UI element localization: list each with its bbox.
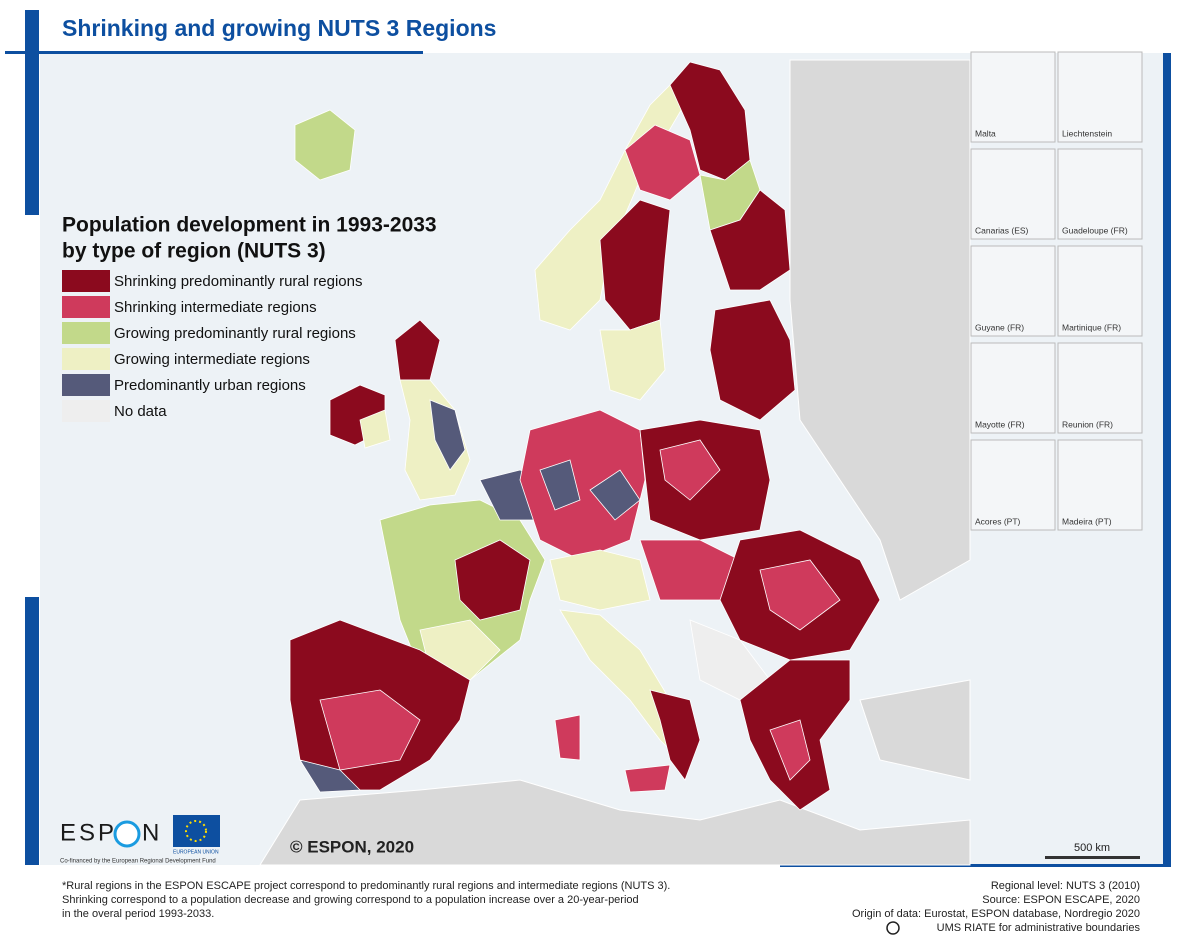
cc-icon (887, 922, 899, 934)
source: UMS RIATE for administrative boundaries (937, 922, 1141, 934)
legend-swatch (62, 400, 110, 422)
source: Source: ESPON ESCAPE, 2020 (982, 894, 1140, 906)
footnote: *Rural regions in the ESPON ESCAPE proje… (62, 880, 670, 892)
eu-caption: EUROPEAN UNION (173, 849, 219, 855)
source: Regional level: NUTS 3 (2010) (991, 880, 1140, 892)
legend-swatch (62, 374, 110, 396)
footnote: in the overal period 1993-2033. (62, 908, 214, 920)
legend-swatch (62, 270, 110, 292)
legend-label: Growing predominantly rural regions (114, 325, 356, 342)
blue-bar (25, 10, 39, 215)
inset-label: Liechtenstein (1062, 128, 1112, 138)
eu-flag (173, 815, 220, 847)
copyright: © ESPON, 2020 (290, 837, 414, 856)
source: Origin of data: Eurostat, ESPON database… (852, 908, 1140, 920)
page-title: Shrinking and growing NUTS 3 Regions (62, 15, 496, 41)
inset-label: Acores (PT) (975, 516, 1021, 526)
legend-swatch (62, 296, 110, 318)
legend-label: Shrinking predominantly rural regions (114, 273, 362, 290)
legend-swatch (62, 348, 110, 370)
inset-label: Mayotte (FR) (975, 419, 1025, 429)
logo-icon (115, 822, 139, 846)
inset-label: Canarias (ES) (975, 225, 1029, 235)
inset-label: Guadeloupe (FR) (1062, 225, 1128, 235)
inset-label: Madeira (PT) (1062, 516, 1112, 526)
logo-text: N (142, 819, 159, 846)
inset-label: Reunion (FR) (1062, 419, 1113, 429)
logo-text: ESP (60, 819, 117, 846)
legend-label: No data (114, 403, 167, 420)
region (550, 550, 650, 610)
legend-label: Growing intermediate regions (114, 351, 310, 368)
title-rule (5, 51, 423, 54)
inset-label: Malta (975, 128, 996, 138)
page: Shrinking and growing NUTS 3 Regions (0, 0, 1177, 938)
inset-label: Martinique (FR) (1062, 322, 1121, 332)
map-page: Shrinking and growing NUTS 3 Regions (0, 0, 1177, 938)
blue-bar (1163, 53, 1171, 865)
legend-swatch (62, 322, 110, 344)
legend-label: Predominantly urban regions (114, 377, 306, 394)
logo-caption: Co-financed by the European Regional Dev… (60, 859, 216, 865)
scale-label: 500 km (1074, 842, 1110, 854)
region (625, 765, 670, 792)
legend-title: Population development in 1993-2033 (62, 214, 437, 237)
inset-label: Guyane (FR) (975, 322, 1024, 332)
scale-bar (1045, 856, 1140, 859)
footnote: Shrinking correspond to a population dec… (62, 894, 639, 906)
blue-bar (25, 597, 39, 865)
legend-label: Shrinking intermediate regions (114, 299, 317, 316)
legend-title: by type of region (NUTS 3) (62, 240, 326, 263)
